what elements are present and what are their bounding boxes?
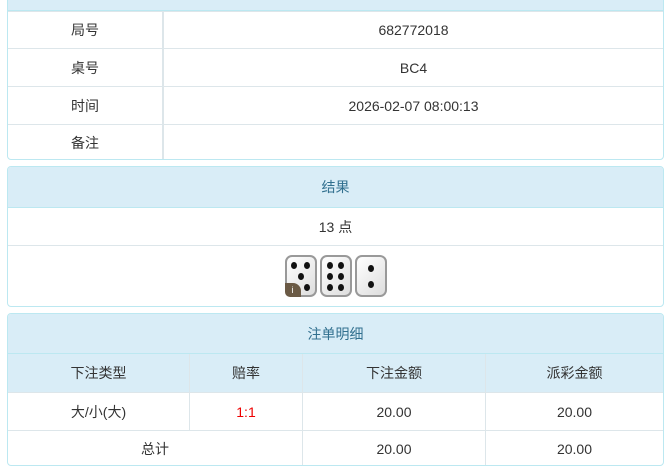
round-info-panel: 局号 682772018 桌号 BC4 时间 2026-02-07 08:00:13 … (7, 0, 664, 160)
die-2 (354, 255, 387, 297)
col-payout: 派彩金额 (485, 354, 663, 392)
die-pip (338, 283, 345, 291)
dice-group: i (8, 246, 663, 306)
bet-details-title: 注单明细 (8, 314, 663, 354)
info-row: 时间 2026-02-07 08:00:13 (8, 86, 663, 124)
die-pip (326, 283, 333, 291)
die-pip (367, 281, 374, 289)
info-row: 桌号 BC4 (8, 48, 663, 86)
info-label: 局号 (8, 12, 163, 48)
col-bet-type: 下注类型 (70, 365, 127, 381)
total-amount: 20.00 (302, 431, 485, 465)
die-pip (338, 273, 345, 280)
info-label: 桌号 (8, 49, 163, 86)
col-amount: 下注金额 (302, 354, 485, 392)
total-row: 总计 20.00 20.00 (8, 430, 663, 465)
total-payout: 20.00 (485, 431, 663, 465)
column-headers: 下注类型 赔率 下注金额 派彩金额 (8, 354, 663, 392)
table-row: 大/小(大) 1:1 20.00 20.00 (8, 392, 663, 430)
bet-details-panel: 注单明细 下注类型 赔率 下注金额 派彩金额 大/小(大) 1:1 20.00 … (7, 313, 664, 466)
die-pip (367, 264, 374, 272)
die-pip (303, 283, 310, 291)
die-5: i (284, 255, 317, 297)
die-pip (326, 273, 333, 280)
panel-header (8, 0, 663, 11)
result-points: 13 点 (318, 218, 353, 235)
bet-payout: 20.00 (485, 393, 663, 430)
die-pip (326, 262, 333, 270)
info-value: 2026-02-07 08:00:13 (163, 87, 663, 124)
info-value: 682772018 (163, 12, 663, 48)
bet-type: 大/小(大) (70, 403, 127, 420)
die-pip (297, 273, 304, 280)
info-label: 时间 (8, 87, 163, 124)
points-row: 13 点 (8, 208, 663, 245)
die-pip (303, 262, 310, 270)
col-odds: 赔率 (189, 354, 302, 392)
dice-row: i (8, 245, 663, 306)
info-label: 备注 (8, 125, 163, 159)
bet-odds: 1:1 (189, 393, 302, 430)
info-value (163, 125, 663, 159)
bet-amount: 20.00 (302, 393, 485, 430)
die-pip (338, 262, 345, 270)
info-value: BC4 (163, 49, 663, 86)
total-label: 总计 (141, 441, 169, 457)
info-row: 备注 (8, 124, 663, 159)
info-icon[interactable]: i (284, 283, 301, 297)
result-title: 结果 (8, 167, 663, 208)
die-6 (319, 255, 352, 297)
info-row: 局号 682772018 (8, 11, 663, 48)
die-pip (291, 262, 298, 270)
result-panel: 结果 13 点 i (7, 166, 664, 307)
